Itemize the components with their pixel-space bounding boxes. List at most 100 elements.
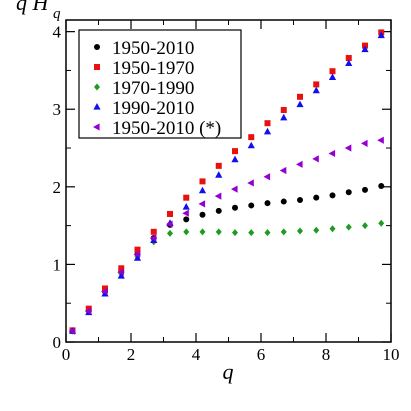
data-point [133, 254, 142, 261]
legend-marker [94, 64, 100, 70]
data-point [378, 219, 385, 227]
legend-marker [93, 103, 101, 110]
data-point [248, 202, 255, 209]
data-point [313, 226, 320, 234]
data-point [199, 228, 206, 236]
data-point [280, 113, 288, 121]
axis-tick-labels: 0 2 4 6 8 10 0 1 2 3 4 [53, 23, 400, 364]
data-point [263, 127, 272, 135]
x-tick-label: 0 [62, 345, 71, 364]
data-point [264, 120, 271, 127]
data-point [182, 202, 190, 210]
data-point [296, 160, 303, 168]
data-point [248, 229, 255, 237]
svg-text:q H: q H [16, 0, 50, 15]
data-point [280, 107, 287, 114]
legend-marker [94, 44, 100, 50]
y-axis-label: q H q [16, 0, 61, 22]
x-tick-label: 8 [322, 345, 331, 364]
series-3 [69, 219, 385, 335]
data-point [166, 220, 173, 228]
data-point [231, 185, 238, 193]
y-tick-label: 0 [53, 333, 62, 352]
legend-label: 1990-2010 [112, 98, 194, 119]
data-point [133, 250, 141, 258]
data-point [344, 144, 352, 152]
data-point [214, 192, 222, 200]
legend-box [78, 29, 242, 139]
data-point [182, 209, 189, 217]
data-point [264, 229, 271, 237]
data-point [167, 229, 173, 237]
data-point [247, 141, 255, 149]
data-point [297, 227, 303, 235]
axis-ticks [65, 20, 392, 343]
data-point [264, 200, 271, 207]
data-point [329, 192, 336, 199]
data-point [280, 228, 287, 236]
data-point [149, 234, 157, 242]
y-tick-label: 4 [53, 23, 62, 42]
data-point [198, 186, 207, 194]
y-tick-label: 3 [53, 100, 62, 119]
data-point [279, 166, 287, 175]
data-points [68, 29, 385, 335]
data-point [117, 272, 125, 279]
data-point [313, 81, 320, 88]
data-point [362, 222, 368, 230]
data-point [232, 204, 238, 211]
data-point [150, 228, 157, 235]
data-point [198, 200, 206, 208]
legend-marker [94, 83, 100, 91]
data-point [328, 73, 337, 81]
data-point [378, 183, 385, 190]
data-point [362, 186, 368, 193]
legend: 1950-20101950-19701970-19901990-20101950… [78, 29, 242, 139]
data-point [329, 68, 336, 75]
legend-items: 1950-20101950-19701970-19901990-20101950… [93, 38, 221, 139]
data-point [377, 136, 384, 144]
data-point [345, 223, 352, 231]
data-point [297, 93, 303, 100]
data-point [361, 45, 369, 53]
data-point [84, 307, 92, 315]
y-axis-label-main: q H [16, 0, 50, 15]
data-point [232, 229, 238, 237]
y-axis-label-subscript: q [53, 6, 61, 22]
data-point [312, 86, 320, 94]
data-point [361, 139, 368, 147]
data-point [312, 155, 319, 163]
data-point [345, 189, 352, 196]
data-point [134, 246, 141, 253]
x-tick-label: 2 [127, 345, 136, 364]
legend-label: 1950-2010 (*) [112, 118, 221, 139]
data-point [247, 179, 254, 187]
series-2 [69, 29, 385, 334]
series-1 [69, 183, 385, 335]
x-axis-label: q [223, 359, 234, 384]
legend-label: 1950-2010 [112, 38, 194, 59]
data-point [232, 148, 238, 155]
x-tick-label: 4 [192, 345, 201, 364]
x-tick-label: 6 [257, 345, 266, 364]
data-point [215, 228, 222, 236]
legend-label: 1970-1990 [112, 78, 194, 99]
data-point [215, 171, 223, 178]
data-point [199, 211, 206, 218]
data-point [297, 197, 303, 204]
data-point [329, 225, 336, 233]
data-point [313, 194, 320, 201]
data-point [167, 210, 173, 217]
data-point [231, 155, 239, 163]
data-point [183, 216, 190, 223]
data-point [248, 134, 255, 141]
data-point [345, 59, 353, 67]
data-point [215, 162, 222, 169]
legend-label: 1950-1970 [112, 58, 194, 79]
data-point [183, 194, 190, 201]
data-point [280, 198, 287, 205]
data-point [117, 268, 124, 276]
legend-marker [93, 123, 100, 131]
data-point [263, 173, 271, 181]
